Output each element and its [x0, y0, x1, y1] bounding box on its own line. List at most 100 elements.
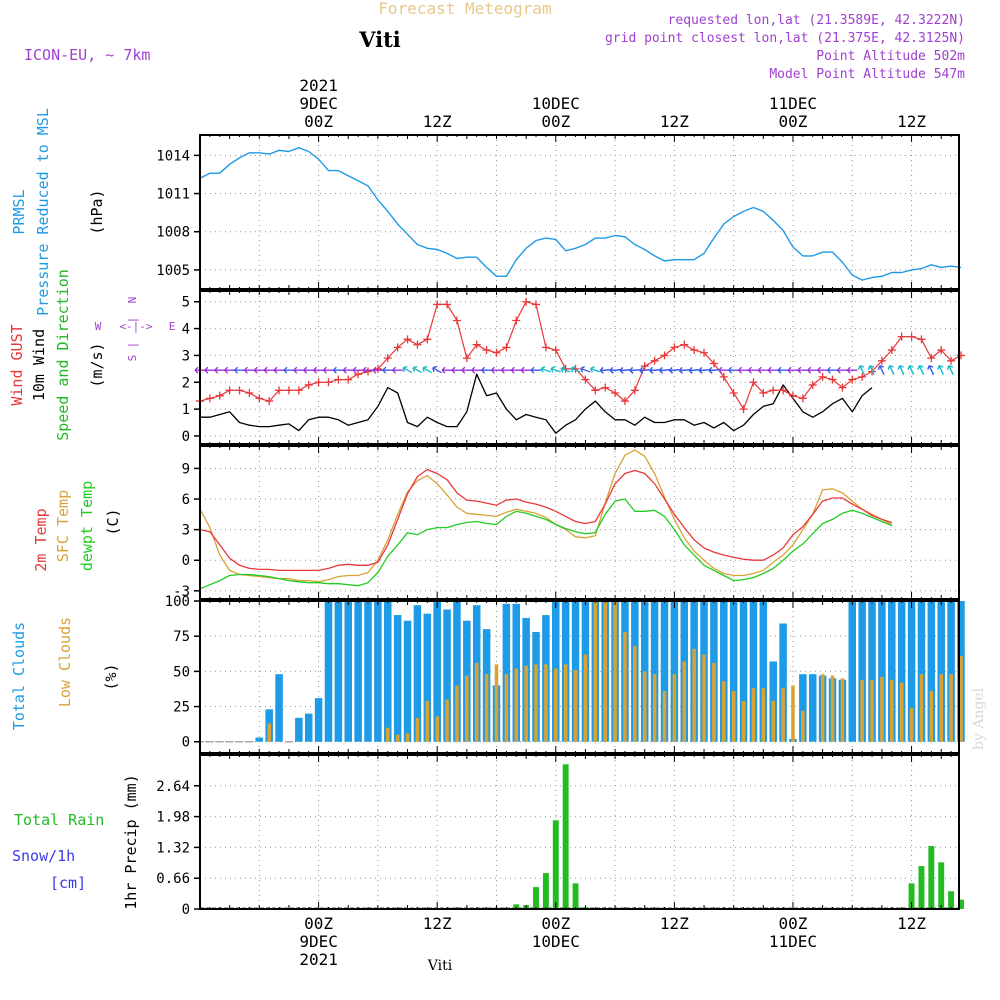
gust-marker: [818, 372, 827, 381]
gust-marker: [947, 356, 956, 365]
wind-direction-arrow: [372, 366, 383, 374]
gust-marker: [897, 332, 906, 341]
gust-marker: [541, 343, 550, 352]
low-cloud-bar: [603, 601, 607, 742]
wind-direction-arrow: [451, 366, 462, 374]
low-cloud-bar: [781, 688, 785, 742]
rain-bar: [918, 866, 925, 909]
wind-direction-arrow: [422, 365, 432, 374]
wind-direction-arrow: [629, 366, 640, 374]
total-cloud-bar: [502, 603, 511, 742]
compass-w: W: [95, 320, 102, 333]
wind-direction-arrow: [432, 365, 442, 374]
gust-marker: [798, 394, 807, 403]
wind-direction-arrow: [263, 366, 275, 374]
total-cloud-bar: [384, 601, 392, 742]
total-cloud-bar: [443, 609, 451, 742]
wind-direction-arrow: [540, 366, 551, 373]
total-cloud-bar: [295, 717, 303, 742]
model-altitude: Model Point Altitude 547m: [769, 67, 965, 82]
total-cloud-bar: [897, 601, 906, 742]
label-dewpt-temp: dewpt Temp: [78, 481, 96, 571]
wind-direction-arrow: [352, 366, 364, 374]
rain-bar: [958, 899, 964, 909]
gust-marker: [877, 356, 886, 365]
label-percent: (%): [102, 663, 120, 690]
gust-marker: [205, 394, 214, 403]
gust-marker: [354, 370, 363, 379]
wind-direction-arrow: [867, 364, 875, 376]
wind-direction-arrow: [580, 366, 591, 373]
total-cloud-bar: [670, 601, 679, 742]
gust-marker: [275, 386, 284, 395]
low-cloud-bar: [494, 664, 499, 742]
wind-direction-arrow: [530, 366, 542, 374]
time-label-top: 12Z: [897, 112, 926, 131]
gust-marker: [284, 386, 293, 395]
wind-direction-arrow: [342, 366, 354, 374]
chart-title: Forecast Meteogram: [378, 0, 551, 18]
wind-direction-arrow: [907, 364, 915, 376]
total-cloud-bar: [304, 713, 313, 742]
low-cloud-bar: [563, 664, 568, 742]
wind-direction-arrow: [927, 364, 935, 376]
gust-marker: [413, 340, 422, 349]
panel-frame-precip: [199, 754, 960, 910]
wind-direction-arrow: [668, 366, 680, 374]
low-cloud-bar: [682, 661, 687, 742]
data-layer: [195, 148, 965, 909]
total-cloud-bar: [324, 601, 333, 742]
label-wind-gust: Wind GUST: [8, 324, 26, 405]
y-tick-label: 0: [182, 429, 190, 445]
gust-marker: [265, 397, 274, 406]
pressure-line: [199, 146, 962, 281]
rain-bar: [562, 764, 569, 909]
y-tick-label: 100: [165, 594, 190, 610]
total-cloud-bar: [739, 601, 748, 742]
total-cloud-bar: [314, 698, 323, 742]
wind-direction-arrow: [658, 366, 670, 374]
gust-marker: [937, 346, 946, 355]
low-cloud-bar: [919, 674, 924, 742]
time-label-top: 2021: [299, 76, 338, 95]
y-tick-label: 0: [182, 735, 190, 751]
time-label-top: 00Z: [779, 112, 808, 131]
low-cloud-bar: [820, 674, 825, 742]
low-cloud-bar: [692, 648, 696, 742]
label-snow: Snow/1h: [12, 847, 75, 865]
label-cm: [cm]: [50, 874, 86, 892]
low-cloud-bar: [741, 700, 746, 742]
total-cloud-bar: [364, 601, 372, 742]
label-2m-temp: 2m Temp: [32, 508, 50, 571]
gust-marker: [472, 340, 481, 349]
gust-marker: [749, 378, 758, 387]
gust-marker: [373, 364, 382, 373]
wind-direction-arrow: [520, 366, 532, 374]
total-cloud-bar: [868, 601, 876, 742]
compass-bar2: |: [126, 342, 139, 349]
total-cloud-bar: [344, 601, 352, 742]
low-cloud-bar: [633, 646, 637, 742]
wind-direction-arrow: [757, 366, 769, 374]
y-tick-label: -3: [173, 584, 190, 600]
total-cloud-bar: [433, 601, 441, 742]
y-tick-label: 3: [182, 523, 190, 539]
label-sfc-temp: SFC Temp: [54, 490, 72, 562]
gust-marker: [423, 335, 432, 344]
label-pressure: Pressure Reduced to MSL: [34, 108, 52, 316]
wind-direction-arrow: [599, 366, 611, 374]
wind-direction-arrow: [738, 366, 749, 374]
low-cloud-bar: [959, 655, 963, 742]
wind-direction-arrow: [877, 364, 885, 376]
low-cloud-bar: [791, 685, 795, 742]
wind-direction-arrow: [500, 366, 512, 374]
gust-marker: [660, 351, 669, 360]
low-cloud-bar: [830, 675, 835, 742]
time-label-top: 12Z: [423, 112, 452, 131]
low-cloud-bar: [949, 674, 953, 742]
gust-marker: [858, 372, 867, 381]
low-cloud-bar: [909, 707, 914, 742]
label-ms: (m/s): [88, 342, 106, 387]
low-cloud-bar: [712, 662, 716, 742]
wind-direction-arrow: [293, 366, 304, 374]
